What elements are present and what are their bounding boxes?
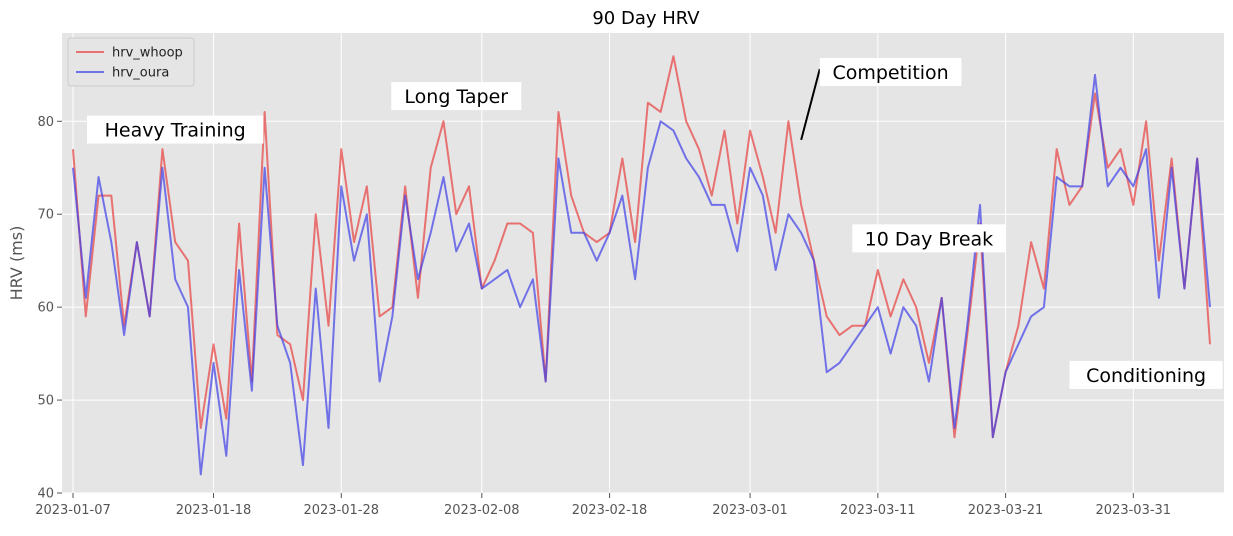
y-tick-label: 60 [37, 301, 54, 316]
annotation-box-long-taper [391, 82, 522, 111]
legend: hrv_whoop hrv_oura [67, 37, 195, 87]
annotation-conditioning: Conditioning [1069, 360, 1223, 389]
annotation-box-10-day-break [852, 224, 1006, 253]
x-tick-label: 2023-02-18 [572, 503, 648, 518]
annotation-text-heavy-training: Heavy Training [105, 120, 246, 142]
x-tick-label: 2023-01-07 [35, 503, 111, 518]
annotation-box-heavy-training [87, 115, 264, 144]
y-axis-label: HRV (ms) [7, 226, 26, 301]
chart-title: 90 Day HRV [592, 8, 700, 29]
annotation-text-10-day-break: 10 Day Break [865, 228, 994, 250]
annotation-10-day-break: 10 Day Break [852, 224, 1006, 253]
y-axis: 40 50 60 70 80 [37, 115, 62, 502]
y-tick-label: 50 [37, 394, 54, 409]
legend-label-hrv-whoop: hrv_whoop [112, 46, 183, 61]
annotations: Heavy Training Long Taper Competition 10 Da… [87, 57, 1223, 389]
annotation-competition: Competition [819, 57, 962, 86]
x-tick-label: 2023-01-28 [303, 503, 379, 518]
annotation-text-long-taper: Long Taper [404, 86, 508, 108]
x-axis: 2023-01-07 2023-01-18 2023-01-28 2023-02-08… [35, 493, 1171, 518]
x-tick-label: 2023-02-08 [444, 503, 520, 518]
legend-label-hrv-oura: hrv_oura [112, 66, 169, 81]
plot-background [62, 33, 1224, 493]
annotation-text-competition: Competition [832, 62, 948, 84]
annotation-heavy-training: Heavy Training [87, 115, 264, 144]
x-tick-label: 2023-03-31 [1096, 503, 1172, 518]
y-tick-label: 70 [37, 208, 54, 223]
x-tick-label: 2023-03-01 [712, 503, 788, 518]
series-line-hrv-whoop [72, 55, 1211, 439]
y-tick-label: 40 [37, 487, 54, 502]
annotation-long-taper: Long Taper [391, 82, 522, 111]
annotation-box-conditioning [1069, 360, 1223, 389]
x-tick-label: 2023-03-21 [968, 503, 1044, 518]
annotation-box-competition [819, 57, 962, 86]
series-lines [72, 55, 1211, 476]
legend-box [67, 37, 195, 87]
annotation-arrow-competition [800, 68, 821, 141]
series-line-hrv-oura [72, 73, 1211, 476]
annotation-text-conditioning: Conditioning [1086, 365, 1206, 387]
x-tick-label: 2023-01-18 [176, 503, 252, 518]
x-tick-label: 2023-03-11 [840, 503, 916, 518]
y-tick-label: 80 [37, 115, 54, 130]
